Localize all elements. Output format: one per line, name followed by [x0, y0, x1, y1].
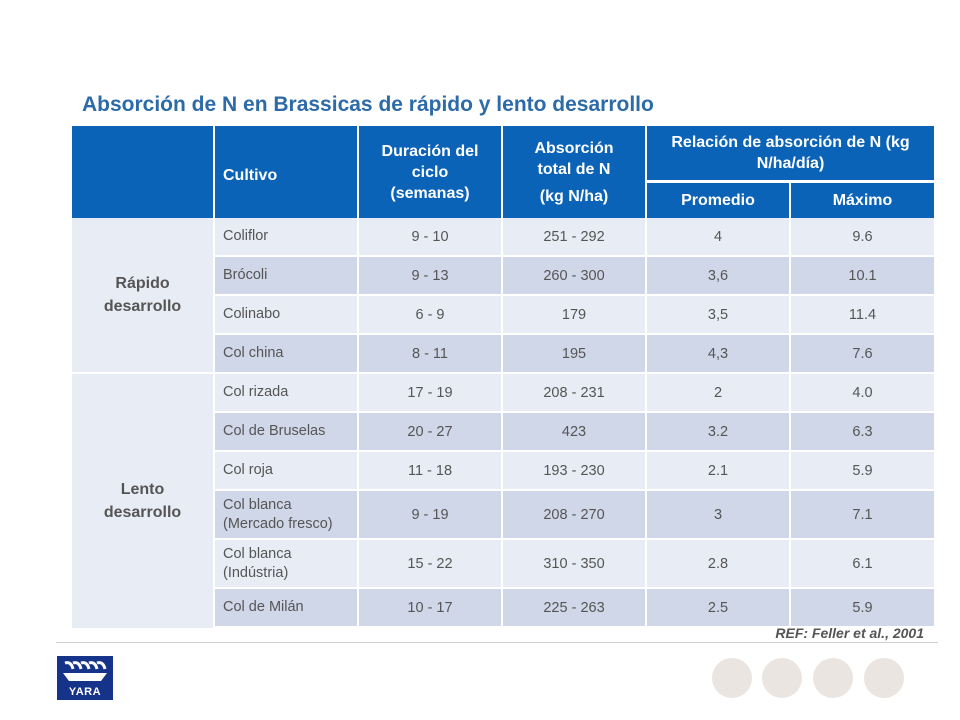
cell-maximo: 11.4	[791, 296, 934, 335]
cell-cultivo: Col rizada	[215, 374, 359, 413]
cell-absorcion: 208 - 231	[503, 374, 647, 413]
cell-duracion: 11 - 18	[359, 452, 503, 491]
cell-maximo: 10.1	[791, 257, 934, 296]
cell-duracion: 9 - 13	[359, 257, 503, 296]
cell-duracion: 17 - 19	[359, 374, 503, 413]
cell-maximo: 5.9	[791, 589, 934, 628]
footer-divider	[56, 642, 938, 643]
table-row: Col blanca (Indústria) 15 - 22 310 - 350…	[72, 540, 934, 589]
cell-duracion: 15 - 22	[359, 540, 503, 589]
cell-absorcion: 251 - 292	[503, 218, 647, 257]
cell-absorcion: 423	[503, 413, 647, 452]
cell-absorcion: 179	[503, 296, 647, 335]
cell-cultivo: Coliflor	[215, 218, 359, 257]
cell-absorcion: 310 - 350	[503, 540, 647, 589]
absorption-table: Cultivo Duración del ciclo (semanas) Abs…	[72, 126, 934, 628]
cell-duracion: 9 - 19	[359, 491, 503, 540]
cell-absorcion: 260 - 300	[503, 257, 647, 296]
group-label-lento-text: Lento desarrollo	[103, 481, 182, 521]
table-row: Colinabo 6 - 9 179 3,5 11.4	[72, 296, 934, 335]
table-row: Col roja 11 - 18 193 - 230 2.1 5.9	[72, 452, 934, 491]
group-label-rapido-text: Rápido desarrollo	[103, 275, 182, 315]
cell-cultivo: Col blanca (Indústria)	[215, 540, 359, 589]
cell-cultivo: Colinabo	[215, 296, 359, 335]
cell-duracion: 9 - 10	[359, 218, 503, 257]
cell-cultivo-text: Col blanca (Indústria)	[223, 545, 292, 581]
viking-ship-icon	[63, 661, 107, 681]
decorative-dot	[762, 658, 802, 698]
cell-maximo: 5.9	[791, 452, 934, 491]
header-duracion: Duración del ciclo (semanas)	[359, 126, 503, 218]
cell-absorcion: 193 - 230	[503, 452, 647, 491]
table-row: Col china 8 - 11 195 4,3 7.6	[72, 335, 934, 374]
table-row: Col de Milán 10 - 17 225 - 263 2.5 5.9	[72, 589, 934, 628]
header-absorcion: Absorción total de N (kg N/ha)	[503, 126, 647, 218]
cell-absorcion: 195	[503, 335, 647, 374]
cell-maximo: 7.1	[791, 491, 934, 540]
cell-promedio: 3	[647, 491, 791, 540]
cell-absorcion: 208 - 270	[503, 491, 647, 540]
table-row: Brócoli 9 - 13 260 - 300 3,6 10.1	[72, 257, 934, 296]
group-label-rapido: Rápido desarrollo	[72, 218, 215, 374]
reference-citation: REF: Feller et al., 2001	[775, 625, 924, 641]
cell-promedio: 2	[647, 374, 791, 413]
cell-duracion: 20 - 27	[359, 413, 503, 452]
cell-cultivo: Col de Milán	[215, 589, 359, 628]
header-group-blank	[72, 126, 215, 218]
logo-text: YARA	[68, 686, 102, 698]
cell-duracion: 10 - 17	[359, 589, 503, 628]
cell-promedio: 4,3	[647, 335, 791, 374]
header-cultivo: Cultivo	[215, 126, 359, 218]
cell-promedio: 2.1	[647, 452, 791, 491]
slide-title: Absorción de N en Brassicas de rápido y …	[82, 93, 654, 116]
cell-maximo: 9.6	[791, 218, 934, 257]
cell-promedio: 3.2	[647, 413, 791, 452]
decorative-dot	[712, 658, 752, 698]
cell-promedio: 3,5	[647, 296, 791, 335]
cell-maximo: 6.1	[791, 540, 934, 589]
cell-absorcion: 225 - 263	[503, 589, 647, 628]
cell-maximo: 4.0	[791, 374, 934, 413]
header-relacion-text: Relación de absorción de N (kg N/ha/día)	[671, 134, 910, 172]
table-row: Lento desarrollo Col rizada 17 - 19 208 …	[72, 374, 934, 628]
cell-promedio: 3,6	[647, 257, 791, 296]
cell-duracion: 6 - 9	[359, 296, 503, 335]
header-absorcion-line1: Absorción total de N	[534, 139, 614, 178]
decorative-dot	[864, 658, 904, 698]
cell-maximo: 6.3	[791, 413, 934, 452]
cell-cultivo: Col china	[215, 335, 359, 374]
table-row: Rápido desarrollo Coliflor 9 - 10 251 - …	[72, 218, 934, 374]
table-row: Col de Bruselas 20 - 27 423 3.2 6.3	[72, 413, 934, 452]
cell-cultivo-text: Col blanca (Mercado fresco)	[223, 496, 333, 532]
cell-duracion: 8 - 11	[359, 335, 503, 374]
cell-promedio: 4	[647, 218, 791, 257]
decorative-dot	[813, 658, 853, 698]
yara-logo: YARA	[57, 656, 113, 700]
header-relacion: Relación de absorción de N (kg N/ha/día)	[647, 126, 934, 180]
header-absorcion-line2: (kg N/ha)	[539, 187, 609, 205]
cell-promedio: 2.8	[647, 540, 791, 589]
cell-promedio: 2.5	[647, 589, 791, 628]
cell-cultivo: Brócoli	[215, 257, 359, 296]
cell-cultivo: Col de Bruselas	[215, 413, 359, 452]
table-row: Col blanca (Mercado fresco) 9 - 19 208 -…	[72, 491, 934, 540]
group-label-lento: Lento desarrollo	[72, 374, 215, 628]
header-promedio: Promedio	[647, 180, 791, 218]
cell-cultivo: Col blanca (Mercado fresco)	[215, 491, 359, 540]
cell-cultivo: Col roja	[215, 452, 359, 491]
cell-maximo: 7.6	[791, 335, 934, 374]
header-maximo: Máximo	[791, 180, 934, 218]
header-duracion-text: Duración del ciclo (semanas)	[381, 142, 479, 202]
